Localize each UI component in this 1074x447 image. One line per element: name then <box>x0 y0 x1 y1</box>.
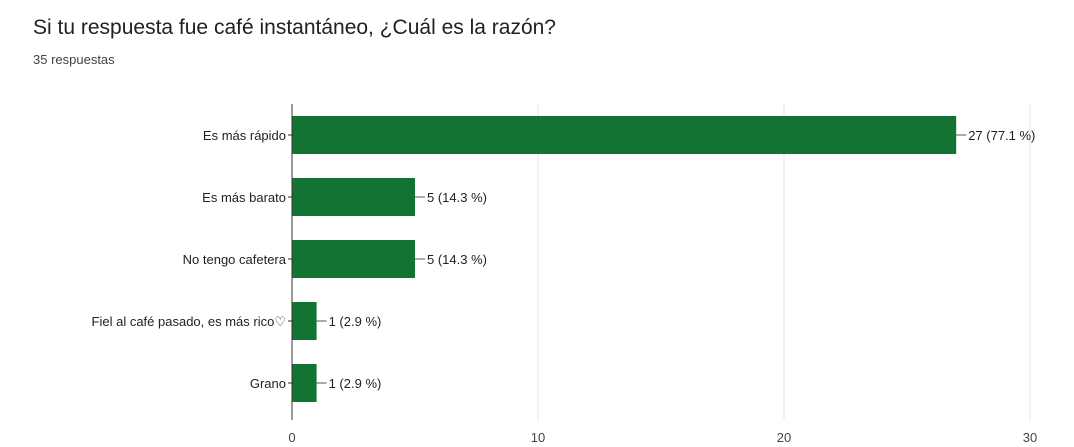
category-label-2: No tengo cafetera <box>183 252 287 267</box>
x-tick-label-1: 10 <box>531 430 545 445</box>
x-tick-label-2: 20 <box>777 430 791 445</box>
category-label-3: Fiel al café pasado, es más rico♡ <box>92 314 286 329</box>
bar-3 <box>292 302 317 340</box>
bar-4 <box>292 364 317 402</box>
bar-value-label-4: 1 (2.9 %) <box>329 376 382 391</box>
category-label-1: Es más barato <box>202 190 286 205</box>
response-count: 35 respuestas <box>33 52 115 67</box>
bar-value-label-3: 1 (2.9 %) <box>329 314 382 329</box>
category-label-4: Grano <box>250 376 286 391</box>
bar-value-label-2: 5 (14.3 %) <box>427 252 487 267</box>
bar-0 <box>292 116 957 154</box>
category-label-0: Es más rápido <box>203 128 286 143</box>
bar-value-label-0: 27 (77.1 %) <box>968 128 1035 143</box>
bar-value-label-1: 5 (14.3 %) <box>427 190 487 205</box>
question-title: Si tu respuesta fue café instantáneo, ¿C… <box>33 16 556 39</box>
bar-1 <box>292 178 415 216</box>
bar-2 <box>292 240 415 278</box>
x-tick-label-3: 30 <box>1023 430 1037 445</box>
x-tick-label-0: 0 <box>288 430 295 445</box>
